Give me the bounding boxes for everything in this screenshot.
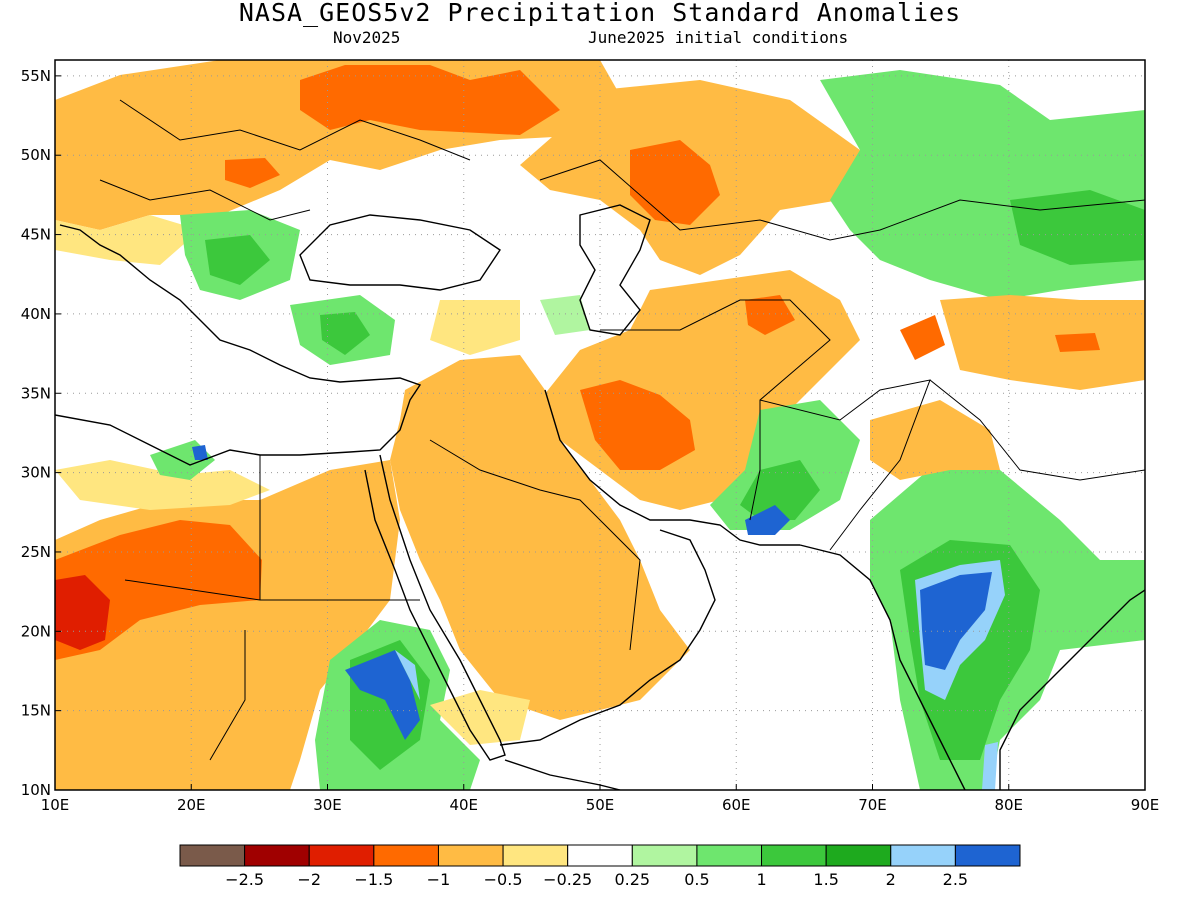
colorbar-label: −1.5 [354, 870, 393, 889]
strong-dry-iran-north [745, 295, 795, 335]
very-wet-pakistan [745, 505, 790, 535]
colorbar-swatch [373, 844, 439, 867]
dry-region-tarim [940, 295, 1145, 390]
colorbar-label: 2.5 [943, 870, 968, 889]
dry-region-east-africa [430, 690, 530, 745]
lon-tick-label: 60E [722, 796, 751, 814]
coast-india-west [799, 544, 966, 790]
wet-region-siberia-core [1010, 190, 1145, 265]
lat-tick-label: 35N [21, 384, 51, 402]
lat-tick-label: 25N [21, 543, 51, 561]
colorbar-swatch [696, 844, 763, 867]
wet-spot-libya [192, 445, 208, 460]
border-europe-north [119, 99, 471, 161]
colorbar-label: −2 [297, 870, 321, 889]
forecast-month: Nov2025 [333, 28, 401, 47]
lon-tick-label: 30E [313, 796, 342, 814]
dry-region-arabia [390, 355, 690, 720]
strong-dry-ukraine [300, 65, 560, 135]
extreme-dry-sahara [55, 575, 110, 650]
lat-tick-label: 20N [21, 622, 51, 640]
lat-tick-label: 40N [21, 305, 51, 323]
dry-region-libya-light [55, 460, 270, 510]
lon-tick-label: 70E [858, 796, 887, 814]
initial-conditions: June2025 initial conditions [588, 28, 849, 47]
strong-dry-tarim [1055, 333, 1100, 352]
borders [99, 99, 1145, 761]
lon-tick-label: 20E [177, 796, 206, 814]
border-iran [600, 299, 831, 521]
border-chad-sudan [209, 630, 246, 761]
wet-region-caucasus [540, 295, 590, 335]
coast-black-sea [299, 214, 501, 291]
colorbar-label: −0.25 [543, 870, 592, 889]
lon-tick-label: 80E [994, 796, 1023, 814]
lon-tick-label: 40E [449, 796, 478, 814]
colorbar-label: 1 [756, 870, 766, 889]
lon-tick-label: 10E [41, 796, 70, 814]
border-kazakhstan [539, 159, 1145, 241]
colorbar-label: 0.25 [614, 870, 650, 889]
strong-dry-afghanistan [900, 315, 945, 360]
colorbar-swatch [825, 844, 892, 867]
coast-caspian [579, 204, 651, 336]
lat-tick-label: 45N [21, 226, 51, 244]
colorbar-swatch [567, 844, 633, 867]
very-wet-south-india [982, 742, 998, 790]
colorbar-swatch [954, 844, 1021, 867]
lat-tick-label: 10N [21, 781, 51, 799]
lat-tick-label: 50N [21, 146, 51, 164]
dry-region-levant-light [430, 300, 520, 355]
anomaly-fields [55, 60, 1145, 790]
longitude-ticks: 10E 20E 30E 40E 50E 60E 70E 80E 90E [41, 784, 1160, 814]
coastlines [55, 204, 1145, 790]
very-wet-ethiopia-edge [395, 650, 420, 700]
colorbar-swatch [761, 844, 827, 867]
colorbar-label: 0.5 [684, 870, 709, 889]
colorbar-swatch [244, 844, 310, 867]
border-europe-south [99, 179, 311, 221]
lat-tick-label: 30N [21, 464, 51, 482]
border-libya-chad [124, 579, 261, 601]
colorbar-swatch [308, 844, 375, 867]
coast-mediterranean [55, 224, 422, 466]
strong-dry-balkans-north [225, 158, 280, 188]
colorbar-swatch [631, 844, 698, 867]
colorbar-swatch [502, 844, 569, 867]
lon-tick-label: 90E [1131, 796, 1160, 814]
dry-region-europe-light [55, 215, 200, 265]
colorbar-label: −0.5 [484, 870, 523, 889]
border-china [929, 379, 1145, 481]
strong-dry-kazakhstan [630, 140, 720, 225]
colorbar-label: 1.5 [813, 870, 838, 889]
colorbar-label: −1 [427, 870, 451, 889]
wet-region-balkans-core [205, 235, 270, 285]
lat-tick-label: 55N [21, 67, 51, 85]
lat-tick-label: 15N [21, 702, 51, 720]
coast-india-east [999, 589, 1145, 790]
lon-tick-label: 50E [586, 796, 615, 814]
map-title: NASA_GEOS5v2 Precipitation Standard Anom… [238, 0, 962, 27]
wet-region-anatolia-core [320, 312, 370, 355]
very-wet-india [920, 572, 992, 670]
coast-persian-gulf [544, 389, 800, 546]
coast-red-sea [364, 454, 506, 761]
border-saudi [429, 439, 641, 651]
colorbar-swatch [437, 844, 504, 867]
colorbar: −2.5 −2 −1.5 −1 −0.5 −0.25 0.25 0.5 1 1.5 2 2.5 [179, 844, 1021, 889]
colorbar-label: 2 [886, 870, 896, 889]
colorbar-swatch [179, 844, 246, 867]
coast-arabia-south [499, 529, 716, 746]
strong-dry-iran [580, 380, 695, 470]
wet-region-pakistan-core [740, 460, 820, 520]
very-wet-ethiopia [345, 650, 420, 740]
latitude-ticks: 10N 15N 20N 25N 30N 35N 40N 45N 50N 55N [21, 67, 61, 799]
colorbar-swatch [890, 844, 956, 867]
coast-gulf-of-aden [504, 759, 621, 790]
dry-region-india-north [870, 400, 1000, 480]
colorbar-label: −2.5 [225, 870, 264, 889]
